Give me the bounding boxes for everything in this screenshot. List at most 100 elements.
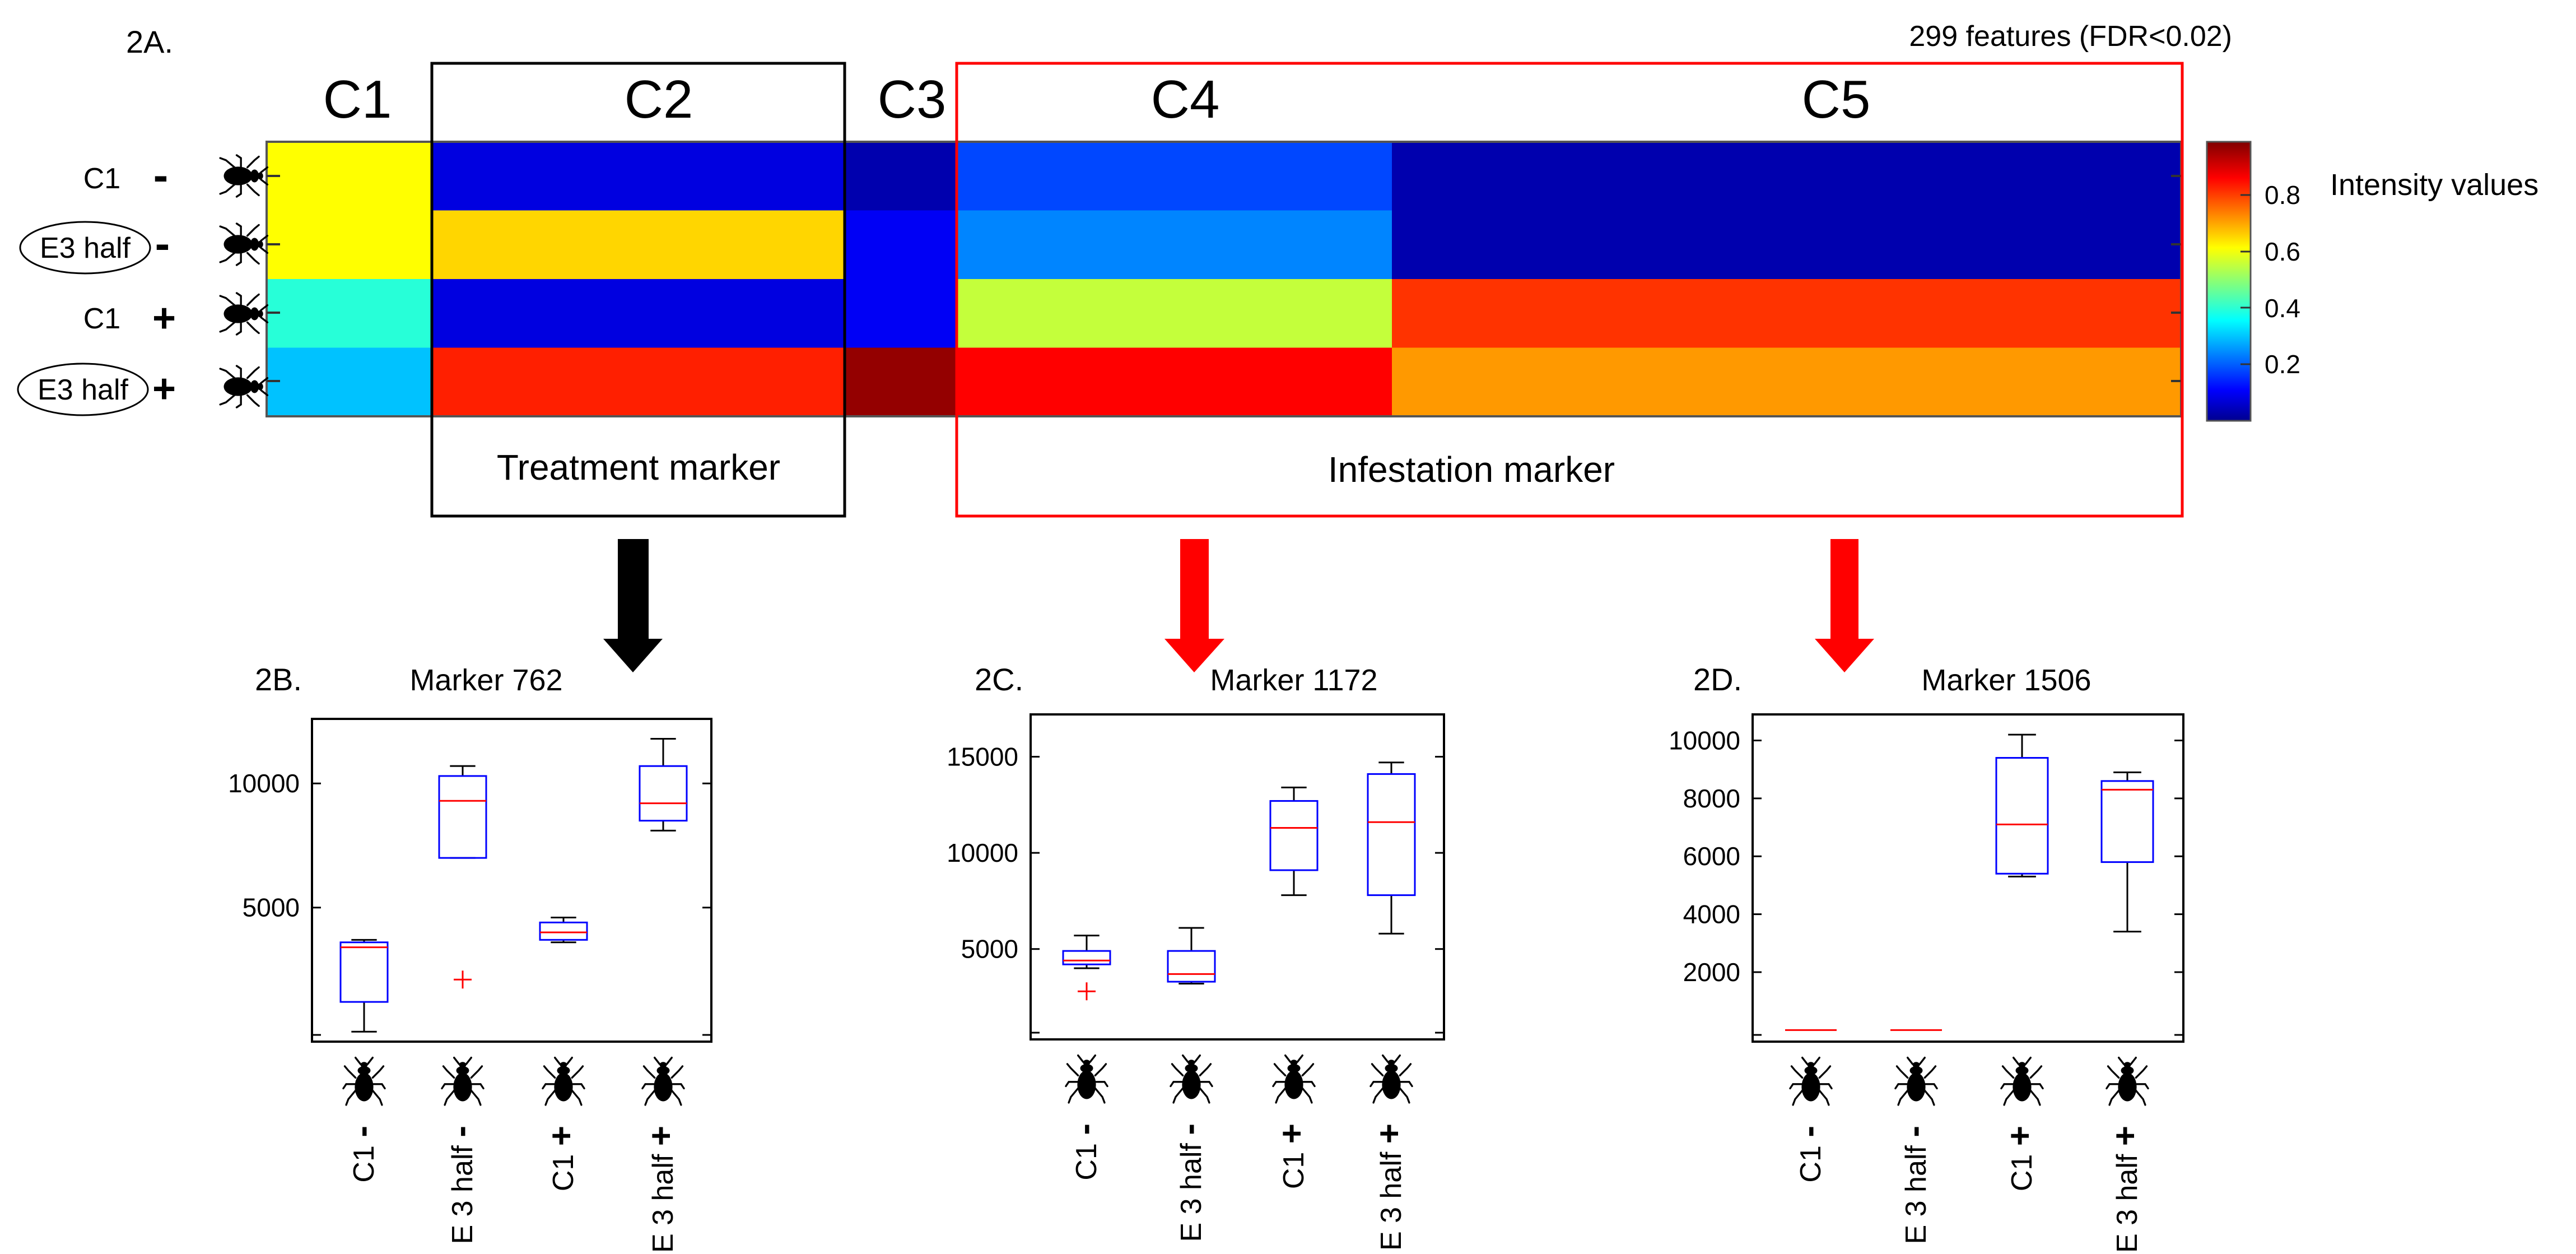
row-label-oval-2: [19, 221, 151, 275]
box: [1995, 757, 2049, 875]
row-bug-icons: [219, 154, 269, 408]
infestation-marker-label: Infestation marker: [1328, 449, 1615, 490]
y-tick-label: 4000: [1683, 900, 1740, 929]
outlier-marker: [454, 970, 472, 989]
bug-icon: [219, 365, 269, 408]
bug-icon: [219, 154, 269, 198]
panel-label-2c: 2C.: [975, 662, 1023, 697]
bug-icon: [219, 292, 269, 336]
plot-frame: [311, 718, 712, 1043]
heatmap-cell: [957, 279, 1392, 348]
heatmap-cell: [845, 142, 957, 211]
colorbar-title: Intensity values: [2330, 168, 2538, 202]
treatment-marker-label: Treatment marker: [497, 447, 780, 487]
plot-frame: [1030, 713, 1445, 1041]
heatmap-cell: [845, 347, 957, 416]
heatmap-cell: [957, 142, 1392, 211]
y-tick-label: 15000: [947, 742, 1018, 772]
category-label: C1 +: [1273, 1123, 1311, 1189]
row-label-oval-4: [17, 363, 149, 416]
treatment-arrow: [603, 539, 663, 672]
box: [339, 941, 389, 1003]
bug-icon: [342, 1056, 386, 1106]
cluster-label-c2: C2: [625, 69, 693, 129]
category-label: C1 -: [343, 1126, 381, 1183]
heatmap-cell: [957, 347, 1392, 416]
box: [1167, 950, 1216, 983]
bug-icon: [1170, 1054, 1213, 1104]
y-tick-label: 10000: [228, 769, 300, 798]
category-label: E 3 half +: [2106, 1126, 2145, 1253]
heatmap-cell: [1392, 142, 2181, 211]
category-label: E 3 half -: [1170, 1123, 1209, 1242]
y-tick-label: 10000: [1669, 726, 1740, 755]
colorbar-ticks: [2240, 194, 2251, 365]
heatmap-cell: [957, 210, 1392, 279]
y-tick-label: 10000: [947, 838, 1018, 867]
bug-icon: [1369, 1054, 1413, 1104]
colorbar-tick-label: 0.2: [2265, 350, 2300, 379]
row-sign-2: -: [155, 219, 170, 268]
panel-label-2b: 2B.: [255, 662, 302, 697]
box-plot-title: Marker 1172: [1210, 663, 1377, 697]
row-sign-3: +: [152, 296, 176, 341]
bug-icon: [1065, 1054, 1108, 1104]
heatmap-grid: [267, 142, 2181, 416]
cluster-label-c5: C5: [1802, 69, 1871, 129]
y-tick-label: 6000: [1683, 842, 1740, 871]
heatmap-cell: [267, 210, 432, 279]
box: [639, 765, 688, 822]
heatmap-cell: [432, 210, 845, 279]
bug-icon: [441, 1056, 485, 1106]
panel-label-2d: 2D.: [1693, 662, 1742, 697]
row-label-4: E3 half: [38, 374, 128, 406]
treatment-marker-box: [430, 62, 846, 518]
infestation-arrow-c4: [1164, 539, 1224, 672]
panel-label-2a: 2A.: [126, 24, 173, 59]
category-label: E 3 half +: [642, 1126, 681, 1253]
cluster-label-c1: C1: [323, 69, 392, 129]
heatmap-cell: [1392, 347, 2181, 416]
row-sign-1: -: [153, 150, 169, 200]
colorbar-tick-label: 0.6: [2265, 237, 2300, 266]
row-label-3: C1: [83, 303, 120, 335]
heatmap-cell: [267, 279, 432, 348]
bug-icon: [219, 222, 269, 266]
box: [2100, 780, 2154, 863]
bug-icon: [542, 1056, 585, 1106]
box: [438, 775, 487, 859]
feature-note: 299 features (FDR<0.02): [1909, 20, 2232, 53]
row-sign-4: +: [152, 366, 176, 411]
category-label: E 3 half +: [1370, 1123, 1409, 1251]
cluster-label-c3: C3: [878, 69, 947, 129]
heatmap-cell: [267, 347, 432, 416]
heatmap-cell: [845, 210, 957, 279]
bug-icon: [1789, 1056, 1833, 1106]
bug-icon: [641, 1056, 685, 1106]
row-label-1: C1: [83, 162, 120, 195]
y-tick-label: 8000: [1683, 784, 1740, 813]
row-label-2: E3 half: [40, 232, 131, 264]
heatmap-cell: [432, 347, 845, 416]
colorbar-tick-label: 0.4: [2265, 294, 2300, 323]
heatmap-cell: [845, 279, 957, 348]
heatmap-cell: [1392, 210, 2181, 279]
heatmap-right-ticks: [2171, 175, 2181, 382]
box-plot-marker-1506: Marker 1506 2000 4000 6000 8000 10000 C1 - E 3 …: [1669, 663, 2184, 1253]
category-label: C1 +: [542, 1126, 581, 1191]
heatmap-left-ticks: [267, 175, 280, 382]
cluster-label-c4: C4: [1151, 69, 1220, 129]
box: [539, 921, 588, 941]
y-tick-label: 2000: [1683, 958, 1740, 987]
plot-frame: [1752, 713, 2184, 1043]
colorbar: [2206, 141, 2252, 422]
infestation-arrow-c5: [1815, 539, 1874, 672]
category-label: E 3 half -: [1895, 1126, 1934, 1244]
heatmap-cell: [432, 142, 845, 211]
y-tick-label: 5000: [961, 935, 1018, 964]
category-label: C1 -: [1790, 1126, 1828, 1183]
box-plot-title: Marker 762: [409, 663, 562, 697]
bug-icon: [2000, 1056, 2044, 1106]
box: [1269, 800, 1319, 871]
